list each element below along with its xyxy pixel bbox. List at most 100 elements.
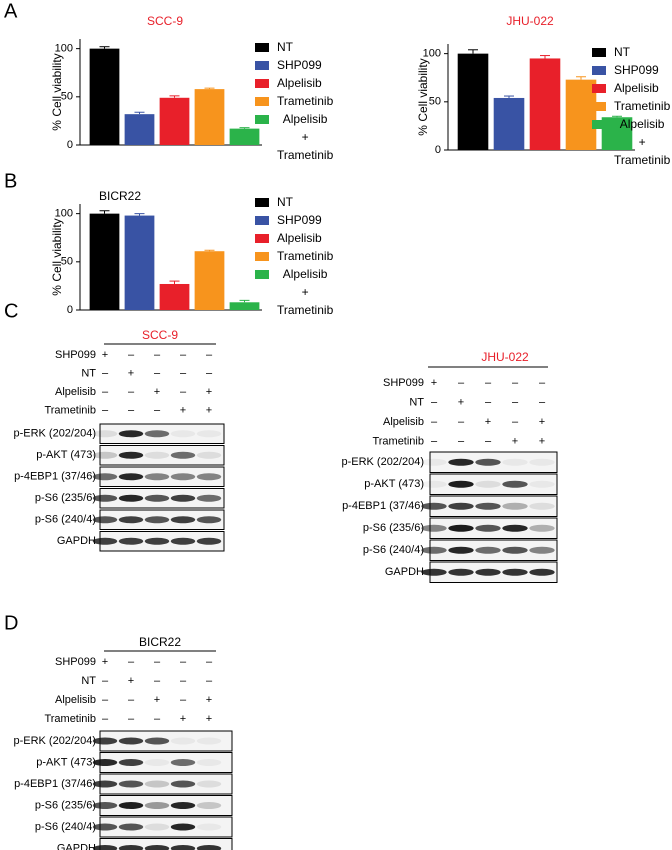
treatment-symbol: + [180,404,186,416]
blot-band [144,430,170,438]
blot-band [196,737,222,745]
bar [229,302,260,310]
legend-swatch [255,43,269,52]
treatment-symbol: – [128,694,135,706]
legend-entry: Alpelisib [255,229,333,247]
treatment-symbol: – [180,349,187,361]
error-bar [99,210,110,214]
blot-band [144,802,170,809]
treatment-symbol: – [458,377,465,389]
legend-label: Trametinib [277,249,334,263]
treatment-symbol: – [102,386,109,398]
treatment-symbol: – [128,713,135,725]
treatment-symbol: – [102,713,109,725]
bar [194,251,225,310]
legend-label: SHP099 [277,213,322,227]
treatment-symbol: + [102,656,108,668]
blot-band [92,823,118,831]
blot-band [448,524,474,532]
blot-band [118,451,144,459]
blot-band [92,737,118,745]
y-tick-label: 0 [67,304,73,316]
blot-band [170,845,196,850]
blot-band [170,759,196,766]
treatment-symbol: + [128,367,134,379]
treatment-label: Trametinib [372,435,424,447]
y-tick-label: 50 [61,256,73,268]
treatment-symbol: – [102,404,109,416]
blot-band [475,568,501,576]
chart-title: SCC-9 [147,14,183,28]
blot-band [144,473,170,481]
blot-band [170,802,196,809]
band-label: p-S6 (235/6) [363,522,424,534]
treatment-label: Trametinib [44,404,96,416]
blot-band [170,473,196,481]
bar [601,117,633,150]
y-tick-label: 100 [423,48,441,60]
y-axis-label: % Cell viability [416,58,430,135]
legend-label: SHP099 [614,63,659,77]
band-label: p-S6 (240/4) [35,821,96,833]
blot-band [118,845,144,850]
legend: NT SHP099 Alpelisib Trametinib Alpelisib + T… [592,43,670,169]
blot-band [529,524,555,532]
treatment-symbol: + [128,675,134,687]
band-label: GAPDH [57,535,96,547]
legend-entry: Trametinib [255,92,333,110]
blot-band [144,516,170,524]
blot-band [118,516,144,524]
blot-band [196,802,222,809]
legend-swatch [592,102,606,111]
band-label: p-AKT (473) [364,478,424,490]
legend-label: Trametinib [277,94,334,108]
blot-band [448,502,474,510]
legend-label: Trametinib [614,99,671,113]
blot-band [144,780,170,788]
legend-entry: NT [255,193,333,211]
chart-title: JHU-022 [506,14,554,28]
band-label: p-4EBP1 (37/46) [14,471,96,483]
panel-label: A [4,0,18,22]
bar [229,128,260,145]
treatment-symbol: – [512,396,519,408]
legend-swatch [255,270,269,279]
blot-band [502,524,528,532]
blot-band [144,823,170,831]
legend-entry: SHP099 [255,211,333,229]
treatment-symbol: + [154,694,160,706]
legend-label: NT [277,195,293,209]
error-bar [468,49,478,54]
treatment-symbol: – [128,404,135,416]
blot-band [118,823,144,831]
treatment-symbol: – [431,435,438,447]
blot-band [118,473,144,481]
legend-entry: NT [592,43,670,61]
blot-band [118,537,144,545]
treatment-symbol: + [206,404,212,416]
blot-band [118,737,144,745]
y-tick-label: 0 [435,144,441,156]
error-bar [612,115,622,118]
legend-label: SHP099 [277,58,322,72]
blot-band [118,802,144,809]
blot-band [144,759,170,766]
legend-entry: SHP099 [592,61,670,79]
treatment-symbol: – [180,656,187,668]
bar [457,53,489,150]
treatment-symbol: – [154,349,161,361]
blot-band [502,458,528,466]
blot-band [529,502,555,510]
blot-band [92,802,118,809]
legend-label: Alpelisib + Trametinib [277,112,334,162]
treatment-label: Alpelisib [55,694,96,706]
legend-swatch [255,97,269,106]
treatment-symbol: – [206,675,213,687]
treatment-symbol: – [102,675,109,687]
legend-swatch [255,61,269,70]
treatment-symbol: + [539,435,545,447]
bar [159,283,190,310]
treatment-symbol: + [154,386,160,398]
legend-entry: Trametinib [255,247,333,265]
